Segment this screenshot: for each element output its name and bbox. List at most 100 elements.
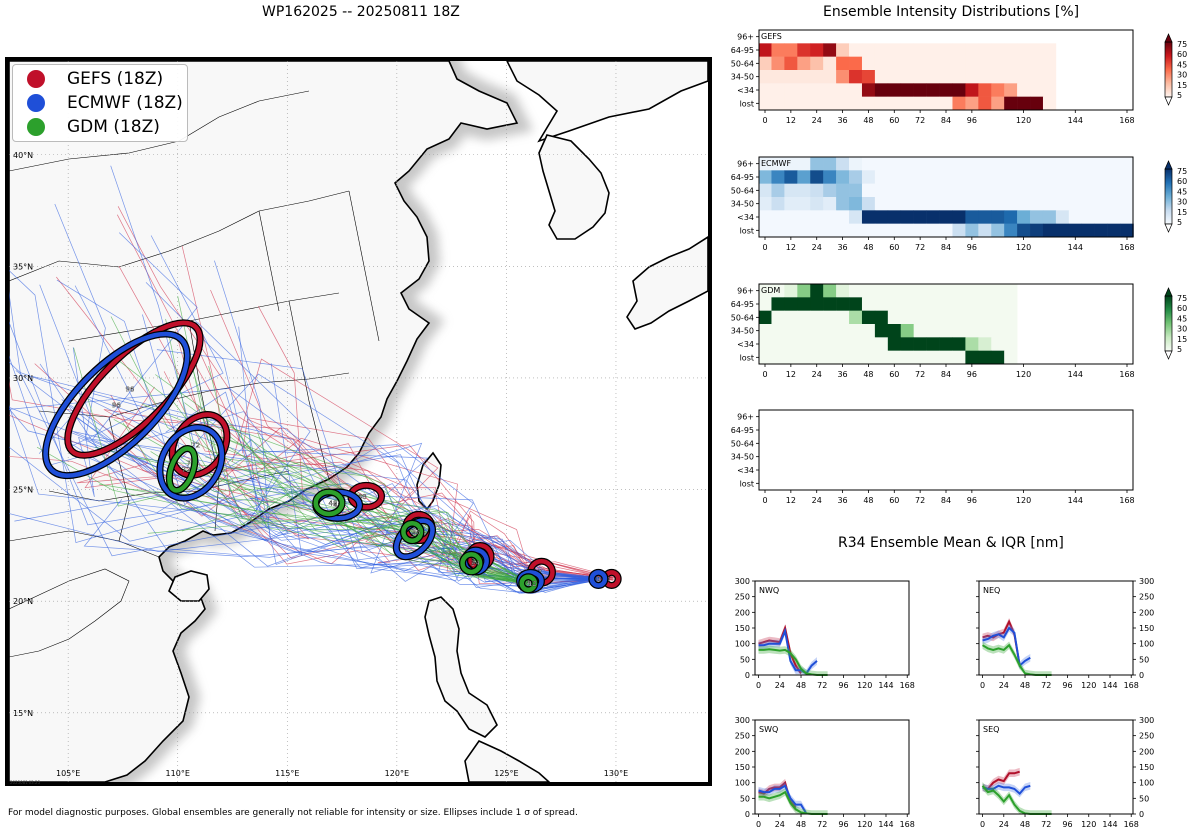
heatmap-cell [861, 350, 876, 365]
heatmap-cell [810, 83, 824, 97]
heatmap-cell [771, 183, 785, 198]
heatmap-cell [887, 70, 902, 84]
heatmap-cell [1017, 70, 1031, 84]
heatmap-cell [965, 170, 979, 184]
ellipse-ring [43, 331, 190, 478]
heatmap-cell [1055, 210, 1070, 224]
heatmap-y-label: 96+ [737, 33, 754, 42]
heatmap-cell [849, 43, 863, 57]
heatmap-cell [900, 157, 914, 171]
legend-marker-gefs [27, 70, 45, 88]
heatmap-cell [823, 310, 837, 325]
r34-mean-line [758, 627, 818, 675]
ellipse-ring [401, 520, 424, 544]
r34-y-label: 50 [1139, 794, 1149, 803]
r34-x-label: 120 [857, 820, 872, 829]
ellipse-ring [313, 489, 345, 517]
heatmap-cell [810, 43, 824, 57]
heatmap-model-label: GEFS [761, 32, 782, 41]
heatmap-cell [1042, 157, 1057, 171]
track-ellipse [518, 573, 539, 594]
legend-marker-ecmwf [27, 94, 45, 112]
heatmap-x-label: 144 [1068, 496, 1083, 505]
heatmap-cell [810, 223, 824, 238]
heatmap-cell [952, 170, 966, 184]
heatmap-cell [823, 96, 837, 111]
heatmap-cell [1017, 183, 1031, 198]
heatmap-cell [991, 223, 1005, 238]
heatmap-x-label: 84 [941, 370, 951, 379]
heatmap-cell [978, 70, 992, 84]
heatmap-cell [926, 324, 940, 338]
heatmap-y-label: 50-64 [731, 313, 754, 322]
heatmap-cell [836, 284, 850, 298]
r34-x-label: 48 [1020, 820, 1030, 829]
heatmap-cell [758, 70, 772, 84]
track-map[interactable]: 0 12 24 36 48 72 96 0 12 24 36 48 72 96 12 24 36 48 72 105… [5, 57, 712, 786]
r34-x-label: 24 [775, 820, 785, 829]
heatmap-cell [1068, 197, 1083, 211]
ensemble-member-track [61, 399, 599, 593]
heatmap-cell [784, 170, 798, 184]
colorbar-label: 15 [1177, 335, 1187, 344]
heatmap-cell [978, 310, 992, 325]
heatmap-cell [861, 223, 876, 238]
r34-quadrant-label: SWQ [759, 725, 778, 734]
heatmap-cell [784, 223, 798, 238]
heatmap-cell [939, 350, 953, 365]
r34-y-label: 0 [745, 810, 750, 819]
heatmap-cell [797, 170, 811, 184]
heatmap-cell [874, 324, 889, 338]
heatmap-cell [991, 337, 1005, 351]
heatmap-cell [1030, 96, 1044, 111]
heatmap-x-label: 60 [889, 370, 899, 379]
heatmap-cell [849, 310, 863, 325]
heatmap-cell [1017, 56, 1031, 71]
r34-mean-line [982, 784, 1031, 796]
heatmap-cell [849, 157, 863, 171]
heatmap-cell [861, 297, 876, 311]
heatmap-y-label: <34 [737, 86, 754, 95]
heatmap-cell [849, 324, 863, 338]
ensemble-member-track [194, 448, 530, 584]
r34-y-label: 150 [735, 624, 750, 633]
heatmap-cell [771, 43, 785, 57]
heatmap-cell [1004, 310, 1018, 325]
heatmap-cell [952, 324, 966, 338]
heatmap-cell [823, 324, 837, 338]
heatmap-cell [978, 223, 992, 238]
r34-x-label: 48 [1020, 681, 1030, 690]
heatmap-y-label: <34 [737, 340, 754, 349]
heatmap-cell [823, 170, 837, 184]
heatmap-cell [1030, 170, 1044, 184]
heatmap-x-label: 24 [812, 496, 822, 505]
heatmap-cell [1017, 96, 1031, 111]
heatmap-cell [991, 197, 1005, 211]
r34-y-label: 150 [1139, 624, 1154, 633]
heatmap-x-label: 0 [762, 116, 767, 125]
r34-x-label: 96 [838, 820, 848, 829]
heatmap-cell [952, 310, 966, 325]
forecast-hour-label: 72 [182, 466, 191, 474]
heatmap-cell [797, 157, 811, 171]
colorbar-extend-top [1164, 287, 1173, 297]
lat-tick-label: 35°N [13, 262, 33, 271]
heatmap-y-label: 64-95 [731, 300, 754, 309]
heatmap-cell [758, 324, 772, 338]
land-indochina-coast [9, 568, 130, 658]
heatmap-cell [978, 43, 992, 57]
heatmap-cell [874, 170, 889, 184]
heatmap-cell [836, 223, 850, 238]
heatmap-cell [784, 337, 798, 351]
r34-mean-line [982, 770, 1020, 791]
heatmap-cell [874, 197, 889, 211]
heatmap-cell [978, 197, 992, 211]
heatmap-cell [952, 350, 966, 365]
heatmap-cell [836, 197, 850, 211]
heatmap-cell [991, 157, 1005, 171]
heatmap-y-label: 50-64 [731, 439, 754, 448]
heatmap-cell [1030, 197, 1044, 211]
heatmap-cell [771, 350, 785, 365]
heatmap-x-label: 36 [837, 243, 847, 252]
